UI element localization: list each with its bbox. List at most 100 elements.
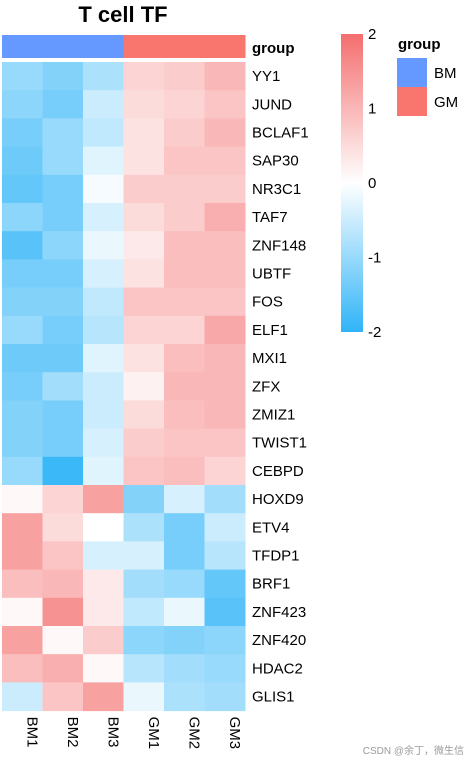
heatmap-cell — [164, 287, 205, 317]
heatmap-cell — [42, 626, 84, 655]
heatmap-cell — [123, 682, 165, 712]
heatmap-cell — [83, 118, 124, 148]
heatmap-cell — [123, 597, 165, 627]
heatmap-cell — [42, 118, 84, 148]
heatmap-cell — [83, 62, 124, 91]
color-scale-ticks: 2 1 0 -1 -2 — [368, 26, 381, 341]
row-label: UBTF — [252, 266, 291, 283]
heatmap-cell — [42, 654, 84, 683]
heatmap-cell — [164, 456, 205, 486]
heatmap-cell — [123, 287, 165, 317]
row-label: TFDP1 — [252, 548, 300, 565]
annotation-cell — [123, 35, 165, 58]
heatmap-cell — [204, 146, 246, 176]
heatmap-cell — [204, 259, 246, 289]
legend-title: group — [398, 36, 441, 53]
column-label: GM3 — [226, 717, 243, 750]
heatmap-cell — [83, 146, 124, 176]
heatmap-cell — [83, 203, 124, 232]
column-label: GM1 — [145, 717, 162, 750]
heatmap-cell — [204, 569, 246, 599]
row-label: ELF1 — [252, 322, 288, 339]
heatmap-cell — [123, 118, 165, 148]
heatmap-cell — [204, 456, 246, 486]
heatmap-cell — [42, 344, 84, 373]
heatmap-cell — [123, 541, 165, 571]
heatmap-cell — [83, 174, 124, 204]
heatmap-cell — [2, 597, 43, 627]
heatmap-cell — [204, 428, 246, 458]
heatmap-cell — [42, 146, 84, 176]
heatmap-cell — [83, 259, 124, 289]
column-label: BM2 — [64, 717, 81, 748]
row-label: TAF7 — [252, 209, 288, 226]
heatmap-cell — [2, 315, 43, 345]
heatmap-cell — [204, 682, 246, 712]
heatmap-cell — [2, 485, 43, 514]
heatmap-cell — [2, 456, 43, 486]
heatmap-cell — [123, 315, 165, 345]
heatmap-cell — [164, 485, 205, 514]
heatmap-cell — [2, 682, 43, 712]
heatmap-cell — [2, 62, 43, 91]
row-label: ETV4 — [252, 519, 290, 536]
row-label: HOXD9 — [252, 491, 304, 508]
heatmap-cell — [164, 203, 205, 232]
heatmap-cell — [204, 344, 246, 373]
heatmap-cell — [42, 682, 84, 712]
heatmap-cell — [2, 90, 43, 119]
column-label: BM3 — [104, 717, 121, 748]
heatmap-cell — [83, 231, 124, 260]
heatmap-cell — [2, 118, 43, 148]
heatmap-cell — [123, 203, 165, 232]
heatmap-cell — [123, 485, 165, 514]
heatmap-cell — [204, 485, 246, 514]
heatmap-cell — [123, 259, 165, 289]
heatmap-cell — [164, 654, 205, 683]
heatmap-cell — [204, 513, 246, 542]
heatmap-cell — [2, 428, 43, 458]
row-label: ZNF148 — [252, 237, 306, 254]
legend-label: GM — [434, 94, 458, 111]
heatmap-cell — [204, 597, 246, 627]
heatmap-cell — [83, 372, 124, 401]
watermark-text: CSDN @余丁，微生信 — [363, 744, 464, 757]
heatmap-cell — [164, 344, 205, 373]
heatmap-cell — [123, 428, 165, 458]
heatmap-cell — [123, 654, 165, 683]
heatmap-cell — [164, 90, 205, 119]
heatmap-cell — [2, 372, 43, 401]
row-label: SAP30 — [252, 153, 299, 170]
heatmap-cell — [123, 344, 165, 373]
row-label: CEBPD — [252, 463, 304, 480]
heatmap-cell — [42, 541, 84, 571]
heatmap-cell — [164, 118, 205, 148]
group-annotation-bar — [2, 35, 246, 58]
heatmap-cell — [164, 62, 205, 91]
heatmap-cell — [42, 231, 84, 260]
legend-label: BM — [434, 65, 457, 82]
heatmap-cell — [164, 541, 205, 571]
heatmap-cell — [123, 174, 165, 204]
heatmap-cell — [2, 569, 43, 599]
heatmap-cell — [204, 315, 246, 345]
heatmap-cell — [42, 400, 84, 430]
heatmap-cell — [204, 287, 246, 317]
color-scale-tick: 1 — [368, 101, 376, 118]
heatmap-cell — [83, 344, 124, 373]
heatmap-cell — [164, 513, 205, 542]
annotation-cell — [164, 35, 205, 58]
heatmap-cell — [204, 541, 246, 571]
heatmap-cell — [123, 62, 165, 91]
heatmap-cell — [83, 485, 124, 514]
heatmap-cell — [83, 513, 124, 542]
row-label: TWIST1 — [252, 435, 307, 452]
heatmap-cell — [83, 654, 124, 683]
row-label: BRF1 — [252, 576, 290, 593]
column-labels: BM1 BM2 BM3 GM1 GM2 GM3 — [23, 717, 243, 750]
row-label: BCLAF1 — [252, 125, 309, 142]
annotation-bar-label: group — [252, 40, 295, 57]
heatmap-cell — [204, 62, 246, 91]
heatmap-cell — [123, 90, 165, 119]
